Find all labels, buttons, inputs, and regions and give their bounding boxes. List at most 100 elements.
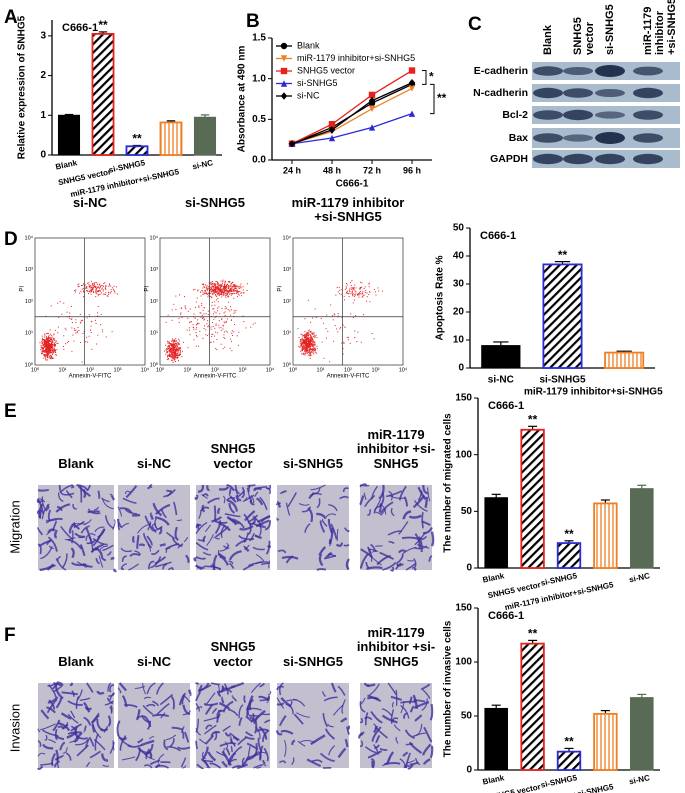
event-dot xyxy=(104,287,106,289)
event-dot xyxy=(225,289,227,291)
stained-cell xyxy=(109,684,115,693)
event-dot xyxy=(96,343,98,345)
stained-cell xyxy=(61,691,78,696)
event-dot xyxy=(57,302,59,304)
event-dot xyxy=(310,336,312,338)
event-dot xyxy=(41,350,43,352)
event-dot xyxy=(104,287,106,289)
event-dot xyxy=(176,347,178,349)
event-dot xyxy=(309,350,311,352)
event-dot xyxy=(113,285,115,287)
event-dot xyxy=(75,332,77,334)
event-dot xyxy=(231,288,233,290)
stained-cell xyxy=(241,486,245,499)
event-dot xyxy=(170,348,172,350)
stained-cell xyxy=(379,747,388,752)
event-dot xyxy=(311,348,313,350)
y-tick-label: 2 xyxy=(40,70,46,81)
event-dot xyxy=(41,353,43,355)
event-dot xyxy=(215,288,217,290)
event-dot xyxy=(42,344,44,346)
event-dot xyxy=(42,340,44,342)
event-dot xyxy=(209,291,211,293)
event-dot xyxy=(213,287,215,289)
event-dot xyxy=(43,336,45,338)
event-dot xyxy=(168,349,170,351)
stained-cell xyxy=(392,717,399,723)
stained-cell xyxy=(343,543,350,547)
stained-cell xyxy=(177,543,184,549)
x-tick-label: Blank xyxy=(55,158,79,171)
event-dot xyxy=(305,342,307,344)
event-dot xyxy=(168,350,170,352)
event-dot xyxy=(223,289,225,291)
event-dot xyxy=(243,321,245,323)
event-dot xyxy=(48,343,50,345)
event-dot xyxy=(51,352,53,354)
event-dot xyxy=(87,282,89,284)
stained-cell xyxy=(265,540,271,555)
lane-label: SNHG5 vector xyxy=(572,17,597,55)
y-tick-label: 1.5 xyxy=(252,33,266,44)
event-dot xyxy=(41,342,43,344)
event-dot xyxy=(220,329,222,331)
blot-band xyxy=(595,153,625,165)
stained-cell xyxy=(358,731,364,740)
event-dot xyxy=(310,345,312,347)
stained-cell xyxy=(145,748,151,760)
event-dot xyxy=(73,340,75,342)
stained-cell xyxy=(228,503,236,514)
image-title: SNHG5 vector xyxy=(210,639,256,669)
event-dot xyxy=(337,315,339,317)
event-dot xyxy=(46,352,48,354)
event-dot xyxy=(165,349,167,351)
event-dot xyxy=(171,349,173,351)
protein-label: GAPDH xyxy=(490,153,528,165)
event-dot xyxy=(236,289,238,291)
image-title: si-NC xyxy=(137,455,171,471)
event-dot xyxy=(207,296,209,298)
event-dot xyxy=(306,343,308,345)
stained-cell xyxy=(39,497,46,503)
event-dot xyxy=(53,334,55,336)
event-dot xyxy=(90,325,92,327)
chart-annotation: C666-1 xyxy=(488,610,524,622)
event-dot xyxy=(97,334,99,336)
event-dot xyxy=(178,343,180,345)
event-dot xyxy=(172,349,174,351)
stained-cell xyxy=(141,750,155,761)
event-dot xyxy=(307,299,309,301)
event-dot xyxy=(216,283,218,285)
marker xyxy=(328,134,336,142)
event-dot xyxy=(178,338,180,340)
event-dot xyxy=(346,290,348,292)
event-dot xyxy=(226,318,228,320)
event-dot xyxy=(44,339,46,341)
event-dot xyxy=(300,345,302,347)
stained-cell xyxy=(225,747,231,756)
event-dot xyxy=(213,308,215,310)
event-dot xyxy=(42,348,44,350)
flow-x-tick: 10⁴ xyxy=(266,366,275,373)
event-dot xyxy=(95,287,97,289)
event-dot xyxy=(45,353,47,355)
event-dot xyxy=(211,285,213,287)
event-dot xyxy=(302,342,304,344)
stained-cell xyxy=(430,531,435,547)
event-dot xyxy=(170,344,172,346)
event-dot xyxy=(98,286,100,288)
event-dot xyxy=(308,349,310,351)
stained-cell xyxy=(367,509,371,516)
stained-cell xyxy=(344,738,349,748)
stained-cell xyxy=(195,565,199,568)
stained-cell xyxy=(221,760,228,768)
event-dot xyxy=(166,340,168,342)
event-dot xyxy=(382,290,384,292)
event-dot xyxy=(53,352,55,354)
event-dot xyxy=(170,355,172,357)
event-dot xyxy=(97,290,99,292)
event-dot xyxy=(235,285,237,287)
stained-cell xyxy=(414,714,423,722)
event-dot xyxy=(333,340,335,342)
stained-cell xyxy=(91,547,100,551)
